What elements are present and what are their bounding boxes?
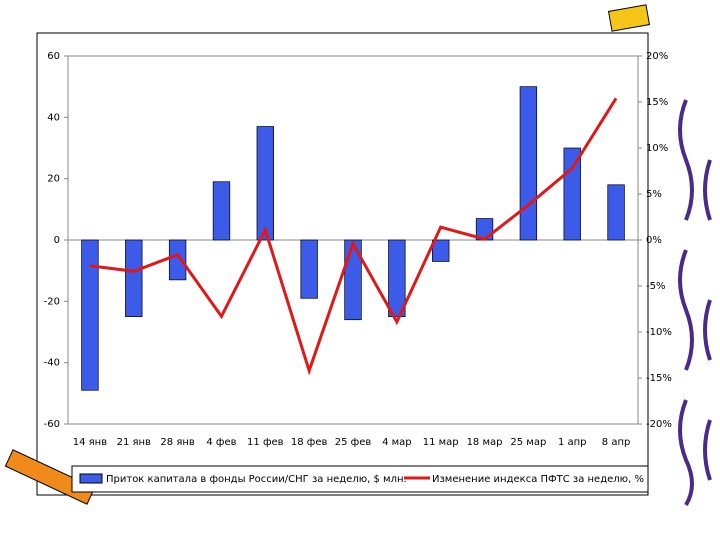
bar xyxy=(607,184,625,241)
y2-tick-label: 0% xyxy=(646,235,662,246)
y-tick-label: -40 xyxy=(44,358,60,369)
x-tick-label: 21 янв xyxy=(117,437,151,448)
bar xyxy=(432,239,450,262)
x-tick-label: 1 апр xyxy=(558,437,587,448)
y2-tick-label: -5% xyxy=(646,281,665,292)
y-tick-label: 40 xyxy=(47,112,60,123)
line xyxy=(89,97,618,376)
x-tick-label: 4 мар xyxy=(382,437,412,448)
y2-tick-label: -15% xyxy=(646,373,672,384)
y-tick-label: -20 xyxy=(44,296,60,307)
y2-tick-label: 20% xyxy=(646,51,668,62)
legend-label: Изменение индекса ПФТС за неделю, % xyxy=(432,474,644,485)
y2-tick-label: 10% xyxy=(646,143,668,154)
y-tick-label: 0 xyxy=(54,235,60,246)
y-tick-label: 20 xyxy=(47,174,60,185)
bar xyxy=(388,239,406,318)
x-tick-label: 14 янв xyxy=(73,437,107,448)
x-tick-label: 28 янв xyxy=(160,437,194,448)
bar xyxy=(300,239,318,299)
bar xyxy=(168,239,187,281)
y-tick-label: 60 xyxy=(47,51,60,62)
x-tick-label: 4 фев xyxy=(206,437,236,448)
decoration xyxy=(703,159,712,481)
y2-tick-label: -10% xyxy=(646,327,672,338)
x-tick-label: 18 мар xyxy=(467,437,503,448)
bar xyxy=(256,126,274,241)
x-tick-label: 25 мар xyxy=(510,437,546,448)
y2-tick-label: 15% xyxy=(646,97,668,108)
legend-label: Приток капитала в фонды России/СНГ за не… xyxy=(106,474,407,485)
x-tick-label: 18 фев xyxy=(291,437,328,448)
legend-swatch xyxy=(79,473,103,484)
legend-box xyxy=(71,465,649,493)
x-tick-label: 11 мар xyxy=(423,437,459,448)
y-tick-label: -60 xyxy=(44,419,60,430)
decoration xyxy=(678,99,694,507)
y2-tick-label: 5% xyxy=(646,189,662,200)
bar xyxy=(125,239,143,318)
x-tick-label: 25 фев xyxy=(335,437,372,448)
bar xyxy=(563,147,581,241)
y2-tick-label: -20% xyxy=(646,419,672,430)
x-tick-label: 8 апр xyxy=(602,437,631,448)
bar xyxy=(212,181,231,241)
bar xyxy=(519,86,538,241)
bar xyxy=(81,239,99,391)
x-tick-label: 11 фев xyxy=(247,437,284,448)
